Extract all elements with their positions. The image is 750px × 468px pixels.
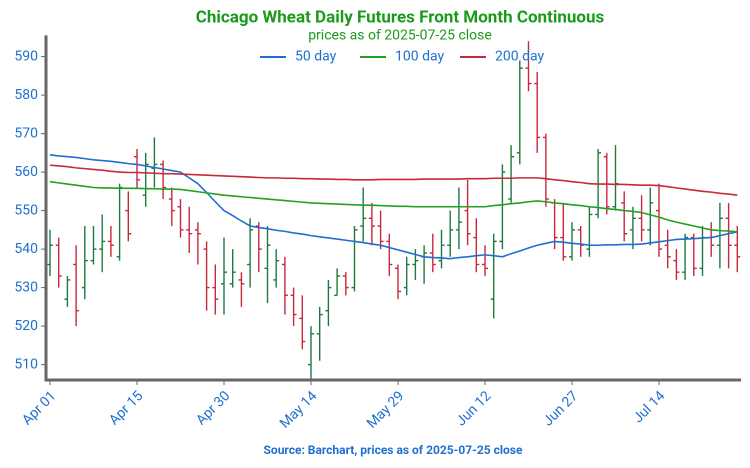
- x-tick-label: Jun 27: [540, 388, 581, 429]
- source-note: Source: Barchart, prices as of 2025-07-2…: [264, 443, 523, 457]
- y-tick-label: 510: [14, 356, 38, 372]
- x-tick-label: Apr 30: [193, 388, 233, 428]
- y-tick-label: 520: [14, 318, 38, 334]
- ma-line: [49, 153, 738, 260]
- y-tick-label: 550: [14, 202, 38, 218]
- ma-line: [49, 164, 738, 196]
- x-tick-label: Jul 14: [630, 388, 668, 426]
- y-tick-label: 580: [14, 87, 38, 103]
- y-tick-label: 590: [14, 48, 38, 64]
- chart-title: Chicago Wheat Daily Futures Front Month …: [196, 7, 605, 27]
- y-tick-label: 570: [14, 125, 38, 141]
- legend-label: 200 day: [495, 49, 544, 65]
- legend-label: 100 day: [395, 49, 444, 65]
- ma-line: [49, 180, 738, 233]
- y-tick-label: 560: [14, 164, 38, 180]
- y-tick-label: 540: [14, 241, 38, 257]
- x-tick-label: Jun 12: [453, 388, 494, 429]
- x-tick-label: Apr 01: [19, 388, 59, 428]
- x-tick-label: May 14: [277, 388, 321, 432]
- y-tick-label: 530: [14, 279, 38, 295]
- chart-subtitle: prices as of 2025-07-25 close: [308, 28, 492, 44]
- x-tick-label: Apr 15: [106, 388, 146, 428]
- legend-label: 50 day: [295, 49, 337, 65]
- x-tick-label: May 29: [364, 388, 408, 432]
